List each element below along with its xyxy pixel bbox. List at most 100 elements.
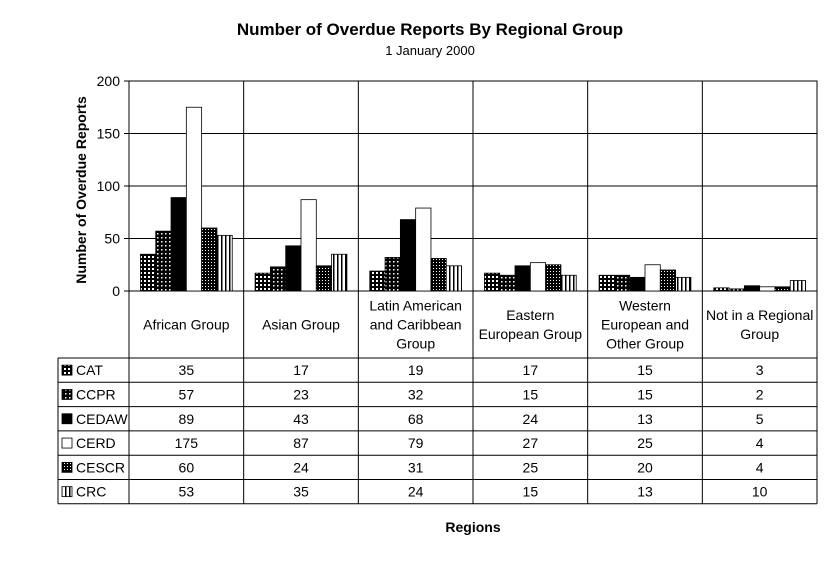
data-table: African Group Asian Group Latin American an…: [57, 298, 818, 505]
category-label: Western: [619, 298, 671, 314]
data-label: 2: [756, 386, 764, 402]
bar-cescr: [545, 264, 562, 292]
bar-cescr: [659, 269, 676, 292]
legend-label: CESCR: [76, 459, 125, 475]
bar-ccpr: [384, 256, 401, 292]
data-label: 24: [408, 484, 424, 500]
data-label: 15: [523, 484, 539, 500]
bar-cedaw: [629, 276, 646, 292]
bar-crc: [445, 265, 462, 292]
category-label: European and: [601, 317, 689, 333]
category-label: European Group: [479, 326, 583, 342]
bar-crc: [216, 234, 233, 292]
legend-key-cerd: [61, 437, 73, 449]
bar-cedaw: [399, 219, 417, 292]
data-label: 4: [756, 435, 764, 451]
bar-cat: [254, 272, 271, 292]
legend-key-ccpr: [61, 389, 73, 400]
category-label: Asian Group: [262, 317, 340, 333]
bar-cat: [713, 287, 730, 292]
data-label: 53: [179, 484, 195, 500]
data-label: 23: [293, 386, 309, 402]
y-tick-label: 100: [97, 178, 121, 194]
y-tick-label: 0: [112, 283, 120, 299]
data-label: 5: [756, 411, 764, 427]
bar-cerd: [300, 199, 317, 292]
bar-cescr: [774, 286, 791, 292]
chart-title: Number of Overdue Reports By Regional Gr…: [236, 20, 624, 39]
data-label: 89: [179, 411, 195, 427]
bar-cerd: [415, 207, 432, 292]
bar-crc: [675, 276, 692, 292]
bar-cescr: [315, 265, 332, 292]
category-label: Eastern: [506, 307, 554, 323]
legend-label: CERD: [76, 435, 116, 451]
category-label: Not in a Regional: [706, 307, 813, 323]
bar-ccpr: [499, 274, 516, 292]
bar-cedaw: [170, 197, 187, 292]
data-label: 4: [756, 459, 764, 475]
bar-cedaw: [514, 265, 531, 292]
data-label: 25: [523, 459, 539, 475]
bar-ccpr: [269, 266, 287, 292]
bar-cedaw: [743, 285, 761, 292]
data-label: 35: [179, 362, 195, 378]
data-label: 15: [637, 362, 653, 378]
bar-cescr: [430, 258, 447, 292]
bar-ccpr: [614, 274, 631, 292]
bar-cat: [369, 270, 386, 292]
bar-cat: [140, 253, 157, 292]
y-tick-label: 200: [97, 73, 121, 89]
bar-cerd: [759, 286, 776, 292]
legend-key-cat: [61, 364, 73, 376]
data-label: 17: [293, 362, 309, 378]
bar-cescr: [201, 227, 218, 292]
y-tick-label: 50: [104, 231, 120, 247]
legend-key-cescr: [61, 461, 73, 473]
data-label: 57: [179, 386, 195, 402]
bar-crc: [560, 274, 577, 292]
data-label: 27: [523, 435, 539, 451]
data-label: 13: [637, 484, 653, 500]
data-label: 15: [523, 386, 539, 402]
data-label: 68: [408, 411, 424, 427]
data-label: 175: [175, 435, 199, 451]
data-label: 24: [293, 459, 309, 475]
y-tick-label: 150: [97, 126, 121, 142]
data-label: 20: [637, 459, 653, 475]
data-label: 32: [408, 386, 424, 402]
category-label: Group: [396, 336, 435, 352]
bar-cerd: [644, 264, 661, 292]
legend-label: CRC: [76, 484, 106, 500]
category-label: Latin American: [369, 298, 462, 314]
data-label: 10: [752, 484, 768, 500]
data-label: 31: [408, 459, 424, 475]
data-label: 17: [523, 362, 539, 378]
category-label: Other Group: [606, 336, 684, 352]
data-label: 43: [293, 411, 309, 427]
chart-subtitle: 1 January 2000: [385, 43, 475, 58]
category-label: and Caribbean: [370, 317, 462, 333]
data-label: 60: [179, 459, 195, 475]
category-label: Group: [740, 326, 779, 342]
data-label: 13: [637, 411, 653, 427]
bars: [140, 106, 806, 292]
data-label: 3: [756, 362, 764, 378]
legend-label: CAT: [76, 362, 103, 378]
bar-cat: [598, 274, 615, 292]
data-label: 24: [523, 411, 539, 427]
data-label: 19: [408, 362, 424, 378]
data-label: 79: [408, 435, 424, 451]
gridlines: 0 50 100 150 200: [97, 73, 818, 358]
legend-key-cedaw: [61, 413, 73, 425]
bar-cerd: [185, 106, 203, 292]
bar-ccpr: [155, 230, 172, 292]
bar-ccpr: [728, 288, 745, 292]
legend-label: CCPR: [76, 386, 116, 402]
bar-crc: [331, 253, 348, 292]
bar-cat: [484, 272, 501, 292]
category-label: African Group: [143, 317, 230, 333]
legend-label: CEDAW: [76, 411, 128, 427]
bar-cedaw: [285, 245, 302, 292]
